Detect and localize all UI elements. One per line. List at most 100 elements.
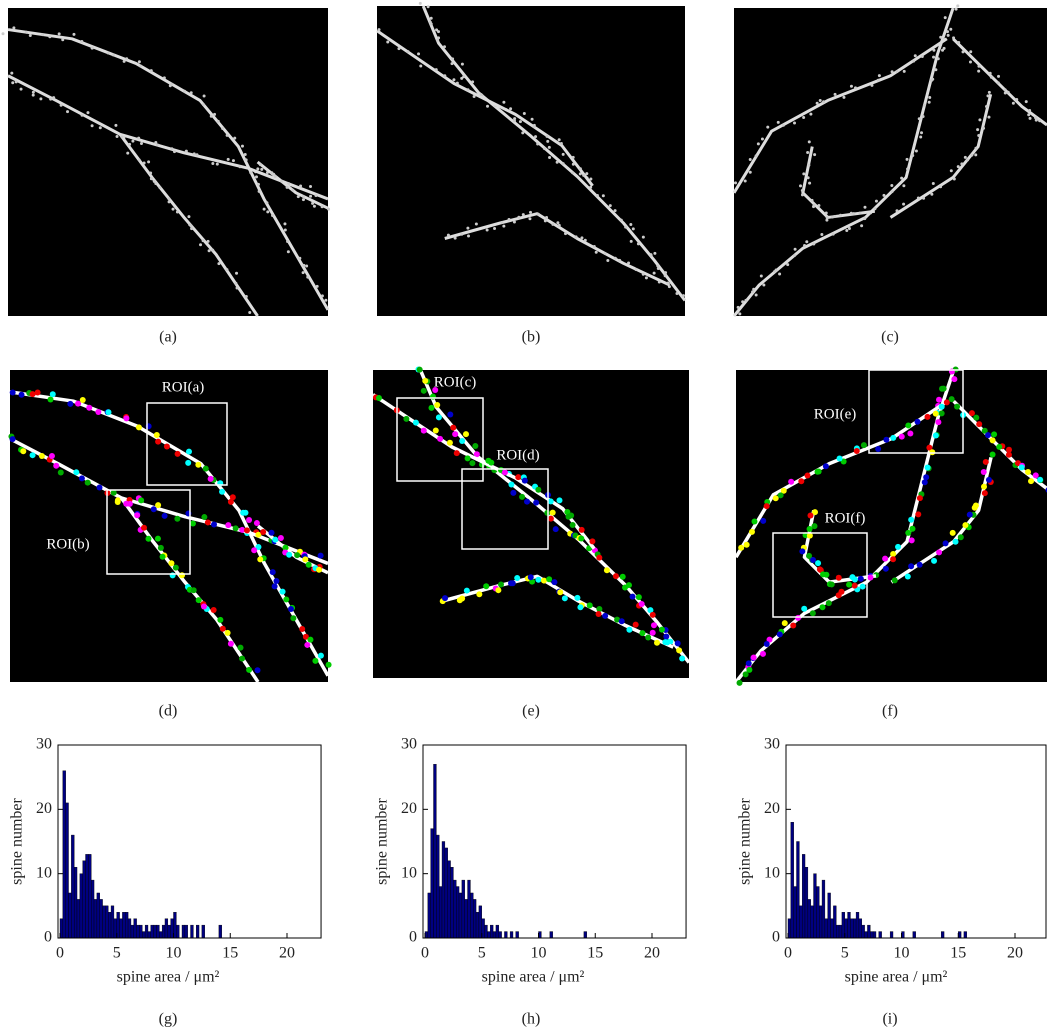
spine xyxy=(515,474,522,481)
bar xyxy=(850,918,854,939)
x-tick-label: 0 xyxy=(784,945,792,962)
spine xyxy=(534,135,538,139)
spine xyxy=(377,28,381,32)
spine xyxy=(471,80,475,84)
spine xyxy=(453,450,460,457)
bar xyxy=(108,912,112,939)
spine xyxy=(943,399,950,406)
spine xyxy=(663,633,670,640)
spine xyxy=(911,154,915,158)
spine xyxy=(145,535,152,542)
spine xyxy=(895,543,902,550)
spine xyxy=(375,395,382,402)
spine xyxy=(938,410,945,417)
spine xyxy=(430,393,437,400)
spine xyxy=(801,605,808,612)
spine xyxy=(556,497,563,504)
spine xyxy=(18,391,25,398)
spine xyxy=(957,40,961,44)
bar xyxy=(65,802,69,939)
spine xyxy=(535,486,542,493)
spine xyxy=(825,216,829,220)
x-tick-label: 10 xyxy=(894,945,910,962)
spine xyxy=(135,424,142,431)
spine xyxy=(217,262,221,266)
spine xyxy=(521,213,525,217)
bar xyxy=(858,918,862,939)
roi-box xyxy=(461,468,549,550)
spine xyxy=(931,557,938,564)
bar xyxy=(941,931,945,939)
spine xyxy=(528,217,532,221)
spine xyxy=(627,261,631,265)
spine xyxy=(928,96,932,100)
spine xyxy=(14,80,18,84)
spine xyxy=(111,53,115,57)
x-tick-label: 10 xyxy=(531,945,547,962)
spine xyxy=(883,436,890,443)
spine xyxy=(327,207,331,211)
spine xyxy=(120,135,124,139)
spine xyxy=(201,103,205,107)
spine xyxy=(930,192,934,196)
spine xyxy=(766,125,770,129)
spine xyxy=(1025,468,1032,475)
spine xyxy=(809,610,816,617)
spine xyxy=(397,47,401,51)
spine xyxy=(170,82,174,86)
spine xyxy=(989,75,993,79)
spine xyxy=(31,93,35,97)
x-tick-label: 15 xyxy=(950,945,966,962)
spine xyxy=(946,33,950,37)
bar xyxy=(195,924,200,939)
spine xyxy=(867,574,874,581)
spine xyxy=(211,248,215,252)
bar xyxy=(504,931,508,939)
spine xyxy=(428,404,435,411)
spine xyxy=(545,215,549,219)
spine xyxy=(914,418,921,425)
spine xyxy=(285,185,289,189)
spine xyxy=(309,185,313,189)
spine xyxy=(312,657,319,664)
spine xyxy=(426,5,430,9)
spine xyxy=(989,451,996,458)
spine xyxy=(895,209,899,213)
spine xyxy=(557,138,561,142)
spine xyxy=(466,226,470,230)
spine xyxy=(981,427,988,434)
spine xyxy=(529,210,533,214)
panel-label: (c) xyxy=(881,329,899,346)
spine xyxy=(279,588,286,595)
spine xyxy=(1035,118,1039,122)
spine xyxy=(29,452,36,459)
bar xyxy=(82,860,86,939)
spine xyxy=(917,117,921,121)
spine xyxy=(664,271,668,275)
bar xyxy=(827,892,831,939)
spine xyxy=(29,391,36,398)
spine xyxy=(184,149,188,153)
spine xyxy=(260,528,267,535)
bar xyxy=(872,931,877,939)
spine xyxy=(586,602,593,609)
spine xyxy=(776,120,780,124)
bar xyxy=(816,886,820,939)
spine xyxy=(824,211,828,215)
spine xyxy=(1018,464,1025,471)
spine xyxy=(154,141,158,145)
spine xyxy=(286,551,293,558)
spine xyxy=(759,274,763,278)
bar xyxy=(458,892,463,939)
spine xyxy=(453,236,457,240)
y-tick-label: 0 xyxy=(409,929,417,946)
spine xyxy=(532,125,536,129)
spine xyxy=(922,103,926,107)
spine xyxy=(225,133,229,137)
spine xyxy=(833,214,837,218)
spine xyxy=(803,243,807,247)
spine xyxy=(840,458,847,465)
spine xyxy=(497,581,504,588)
bar xyxy=(85,854,89,939)
bar xyxy=(470,892,474,939)
